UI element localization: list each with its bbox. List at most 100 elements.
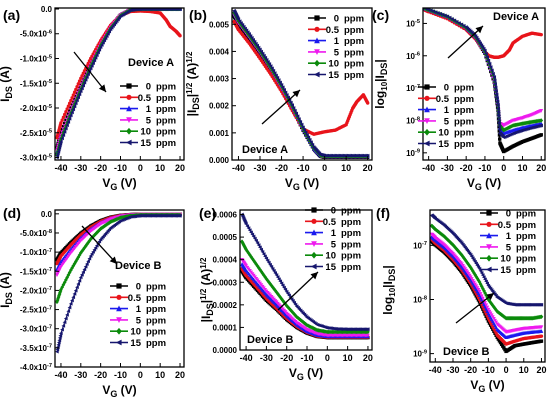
y-tick-label: 10-9 — [413, 349, 427, 358]
data-point — [55, 347, 60, 352]
data-point — [66, 309, 71, 314]
legend-unit: ppm — [516, 265, 536, 276]
series-line — [424, 8, 542, 134]
data-point — [497, 133, 502, 137]
data-point — [258, 245, 262, 250]
data-point — [259, 269, 264, 274]
legend-entry: 15 ppm — [110, 338, 166, 349]
data-point — [261, 252, 266, 256]
data-point — [492, 75, 497, 79]
legend-entry: 0.5 ppm — [480, 220, 536, 231]
data-point — [77, 278, 82, 283]
legend-unit: ppm — [156, 104, 176, 115]
legend-entry: 15 ppm — [308, 70, 364, 81]
data-point — [72, 104, 77, 109]
x-tick-label: 0 — [322, 163, 327, 173]
data-point — [456, 249, 461, 254]
data-point — [279, 281, 284, 286]
legend-value: 0 — [331, 206, 336, 217]
data-point — [291, 106, 296, 110]
panel-label: (b) — [189, 7, 207, 23]
data-point — [80, 84, 84, 89]
data-point — [88, 66, 93, 71]
data-point — [486, 58, 491, 63]
x-tick-label: -20 — [94, 163, 107, 173]
data-point — [477, 279, 482, 285]
data-point — [251, 234, 256, 239]
data-point — [68, 301, 73, 306]
data-point — [67, 113, 72, 119]
y-tick-label: 0.000 — [209, 156, 230, 165]
series-5-ppm — [430, 232, 544, 335]
data-point — [177, 213, 182, 218]
legend-entry: 0 ppm — [480, 209, 536, 220]
legend-entry: 1 ppm — [418, 105, 474, 116]
data-point — [489, 68, 494, 73]
data-point — [539, 133, 543, 137]
data-point — [288, 100, 293, 105]
data-point — [177, 8, 182, 11]
data-point — [66, 120, 71, 124]
data-point — [88, 64, 93, 69]
series-10-ppm — [55, 212, 182, 305]
legend-value: 15 — [130, 338, 141, 349]
data-point — [481, 46, 486, 51]
data-point — [261, 53, 266, 58]
data-point — [260, 51, 265, 56]
data-point — [81, 270, 85, 274]
legend-value: 5 — [506, 242, 512, 253]
legend-value: 0.5 — [436, 94, 450, 105]
data-point — [480, 45, 485, 49]
series-1-ppm — [430, 234, 544, 340]
x-tick-label: 10 — [343, 353, 353, 363]
data-point — [292, 300, 297, 305]
data-point — [93, 55, 98, 60]
data-point — [284, 289, 289, 294]
data-point — [495, 96, 499, 100]
data-point — [57, 338, 62, 343]
legend-unit: ppm — [344, 70, 364, 81]
series-15-ppm — [232, 8, 370, 158]
x-axis-label: VG (V) — [285, 176, 319, 192]
legend-unit: ppm — [156, 93, 176, 104]
data-point — [243, 26, 247, 31]
legend-entry: 5 ppm — [418, 116, 474, 127]
data-point — [73, 288, 78, 293]
data-point — [251, 37, 255, 42]
y-tick-label: -5.0x10-8 — [20, 229, 52, 238]
data-point — [496, 113, 501, 118]
trend-arrow-icon — [277, 271, 319, 311]
x-tick-label: -20 — [275, 163, 288, 173]
y-tick-label: 0.0 — [41, 5, 53, 14]
data-point — [457, 21, 461, 25]
y-tick-label: 0.0006 — [213, 211, 238, 220]
plot-frame — [54, 7, 185, 161]
legend-entry: 10 ppm — [418, 128, 474, 139]
data-point — [275, 75, 280, 80]
data-point — [65, 115, 69, 119]
legend-entry: 0.5 ppm — [308, 25, 364, 36]
legend-value: 0.5 — [498, 220, 512, 231]
y-tick-label: -1.0x10-7 — [20, 248, 52, 257]
data-point — [69, 106, 73, 110]
data-point — [493, 85, 498, 90]
legend-value: 15 — [438, 139, 449, 150]
legend-unit: ppm — [516, 254, 536, 265]
data-point — [76, 95, 81, 100]
data-point — [487, 61, 492, 66]
legend-value: 10 — [328, 59, 339, 70]
y-tick-label: -5.0x10-6 — [20, 30, 52, 39]
data-point — [497, 339, 502, 343]
data-point — [291, 310, 295, 316]
x-axis-label: VG (V) — [102, 176, 136, 192]
data-point — [103, 36, 108, 41]
trend-arrow-icon — [447, 25, 484, 59]
data-point — [455, 247, 460, 253]
data-point — [88, 254, 93, 258]
data-point — [89, 63, 94, 68]
legend-unit: ppm — [516, 231, 536, 242]
data-point — [100, 225, 104, 231]
plot-frame — [231, 7, 373, 161]
y-tick-label: 10-8 — [413, 295, 427, 304]
data-point — [306, 135, 311, 140]
